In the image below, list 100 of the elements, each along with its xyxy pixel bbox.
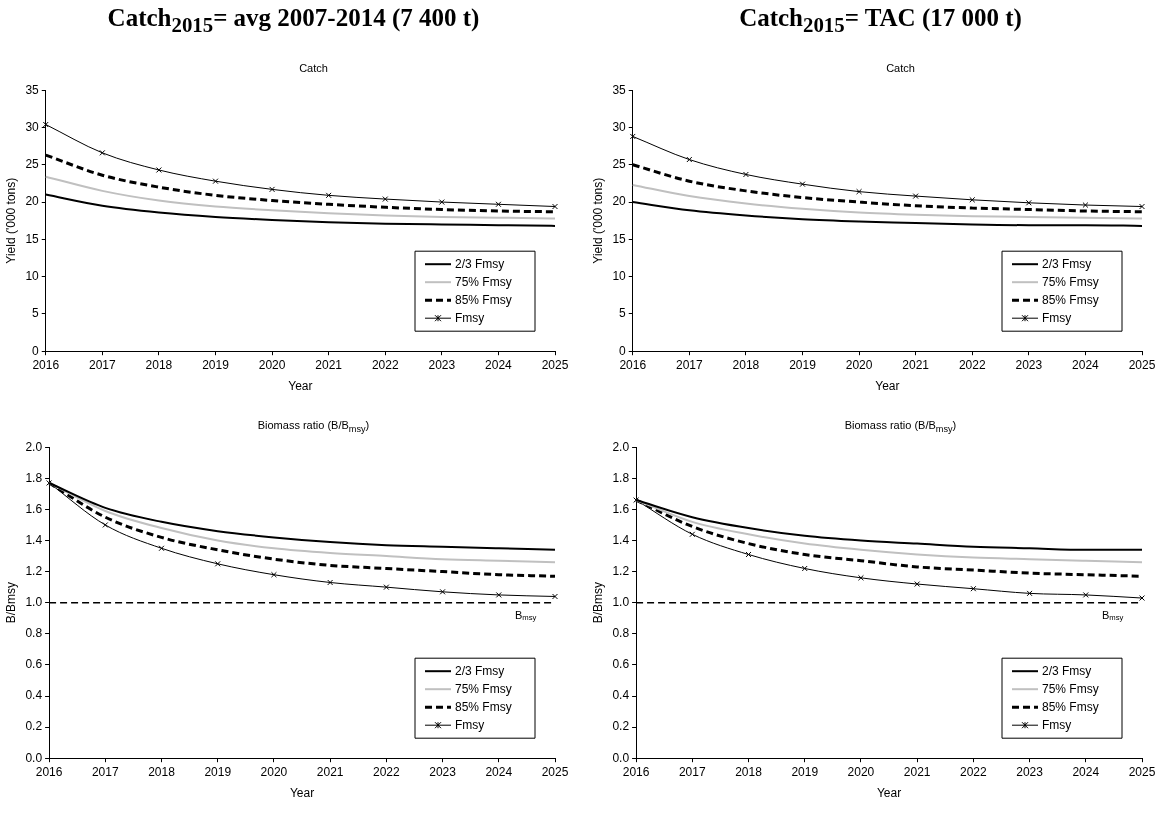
- y-tick-label: 0.8: [612, 626, 630, 641]
- y-tick-label: 0.2: [612, 719, 630, 734]
- y-tick-label: 1.2: [612, 563, 630, 578]
- y-tick-label: 1.4: [612, 532, 630, 547]
- x-tick-label: 2020: [260, 764, 288, 779]
- y-tick-label: 1.4: [25, 532, 43, 547]
- chart-title: Biomass ratio (B/B$_{msy}$): [256, 419, 371, 437]
- x-tick-label: 2022: [960, 764, 988, 779]
- y-axis-title: B/Bmsy: [3, 582, 18, 624]
- x-tick-label: 2022: [371, 357, 399, 372]
- x-tick-label: 2019: [204, 764, 232, 779]
- x-tick-label: 2017: [678, 764, 706, 779]
- x-tick-label: 2025: [1128, 764, 1156, 779]
- x-tick-label: 2024: [1072, 764, 1100, 779]
- x-tick-label: 2017: [675, 357, 703, 372]
- x-tick-label: 2021: [903, 764, 931, 779]
- x-tick-label: 2017: [91, 764, 119, 779]
- y-tick-label: 35: [612, 82, 627, 97]
- x-tick-label: 2024: [1072, 357, 1100, 372]
- y-tick-label: 0: [619, 343, 627, 358]
- y-tick-label: 0.2: [25, 719, 43, 734]
- y-axis-title: B/Bmsy: [590, 582, 605, 624]
- y-axis-title: Yield ('000 tons): [590, 177, 605, 264]
- y-tick-label: 1.6: [25, 501, 43, 516]
- x-tick-label: 2021: [316, 764, 344, 779]
- legend-label: 2/3 Fmsy: [1042, 256, 1092, 271]
- x-tick-label: 2023: [1016, 764, 1044, 779]
- x-tick-label: 2021: [315, 357, 343, 372]
- x-tick-label: 2023: [1015, 357, 1043, 372]
- x-tick-label: 2024: [485, 764, 513, 779]
- chart-title: Catch$_{2015}$= avg 2007-2014 (7 400 t): [106, 3, 481, 39]
- y-tick-label: 1.8: [612, 470, 630, 485]
- chart-subtitle: Catch: [298, 62, 329, 76]
- legend-label: 85% Fmsy: [1042, 699, 1099, 714]
- y-tick-label: 0.6: [612, 657, 630, 672]
- x-tick-label: 2021: [902, 357, 930, 372]
- legend-label: 75% Fmsy: [1042, 274, 1099, 289]
- legend-label: 85% Fmsy: [455, 699, 512, 714]
- y-tick-label: 1.6: [612, 501, 630, 516]
- legend-label: Fmsy: [1042, 717, 1072, 732]
- x-tick-label: 2019: [202, 357, 230, 372]
- x-tick-label: 2016: [619, 357, 647, 372]
- legend-label: 75% Fmsy: [455, 681, 512, 696]
- legend-label: 75% Fmsy: [455, 274, 512, 289]
- y-tick-label: 5: [619, 306, 627, 321]
- legend-label: Fmsy: [455, 717, 485, 732]
- legend-label: 2/3 Fmsy: [455, 663, 505, 678]
- y-tick-label: 10: [612, 268, 627, 283]
- x-tick-label: 2018: [145, 357, 173, 372]
- y-tick-label: 0: [32, 343, 40, 358]
- legend-label: 85% Fmsy: [455, 292, 512, 307]
- x-tick-label: 2022: [373, 764, 401, 779]
- x-tick-label: 2017: [88, 357, 116, 372]
- y-tick-label: 0.0: [25, 750, 43, 765]
- y-tick-label: 1.0: [612, 595, 630, 610]
- x-axis-title: Year: [875, 379, 900, 394]
- y-tick-label: 25: [612, 157, 627, 172]
- y-tick-label: 5: [32, 306, 40, 321]
- y-tick-label: 15: [25, 231, 40, 246]
- y-tick-label: 1.2: [25, 563, 43, 578]
- x-tick-label: 2020: [845, 357, 873, 372]
- legend-label: Fmsy: [455, 310, 485, 325]
- y-axis-title: Yield ('000 tons): [3, 177, 18, 264]
- x-tick-label: 2019: [789, 357, 817, 372]
- x-tick-label: 2019: [791, 764, 819, 779]
- y-tick-label: 0.0: [612, 750, 630, 765]
- y-tick-label: 0.6: [25, 657, 43, 672]
- legend-label: 2/3 Fmsy: [1042, 663, 1092, 678]
- y-tick-label: 30: [25, 119, 40, 134]
- y-tick-label: 15: [612, 231, 627, 246]
- y-tick-label: 1.8: [25, 470, 43, 485]
- y-tick-label: 30: [612, 119, 627, 134]
- x-tick-label: 2018: [732, 357, 760, 372]
- y-tick-label: 2.0: [25, 439, 43, 454]
- y-tick-label: 10: [25, 268, 40, 283]
- x-tick-label: 2024: [485, 357, 513, 372]
- chart-title: Catch$_{2015}$= TAC (17 000 t): [738, 3, 1023, 39]
- x-tick-label: 2018: [735, 764, 763, 779]
- legend-label: 2/3 Fmsy: [455, 256, 505, 271]
- x-tick-label: 2025: [1128, 357, 1156, 372]
- x-tick-label: 2025: [541, 764, 569, 779]
- y-tick-label: 20: [612, 194, 627, 209]
- x-axis-title: Year: [876, 786, 902, 801]
- y-tick-label: 0.4: [612, 688, 630, 703]
- legend-label: 85% Fmsy: [1042, 292, 1099, 307]
- x-tick-label: 2020: [847, 764, 875, 779]
- y-tick-label: 1.0: [25, 595, 43, 610]
- y-tick-label: 20: [25, 194, 40, 209]
- x-axis-title: Year: [288, 379, 313, 394]
- x-tick-label: 2016: [622, 764, 650, 779]
- legend-label: 75% Fmsy: [1042, 681, 1099, 696]
- x-axis-title: Year: [289, 786, 315, 801]
- legend-label: Fmsy: [1042, 310, 1072, 325]
- x-tick-label: 2022: [958, 357, 986, 372]
- chart-subtitle: Catch: [885, 62, 916, 76]
- y-tick-label: 25: [25, 157, 40, 172]
- x-tick-label: 2020: [258, 357, 286, 372]
- y-tick-label: 0.8: [25, 626, 43, 641]
- x-tick-label: 2023: [429, 764, 457, 779]
- x-tick-label: 2023: [428, 357, 456, 372]
